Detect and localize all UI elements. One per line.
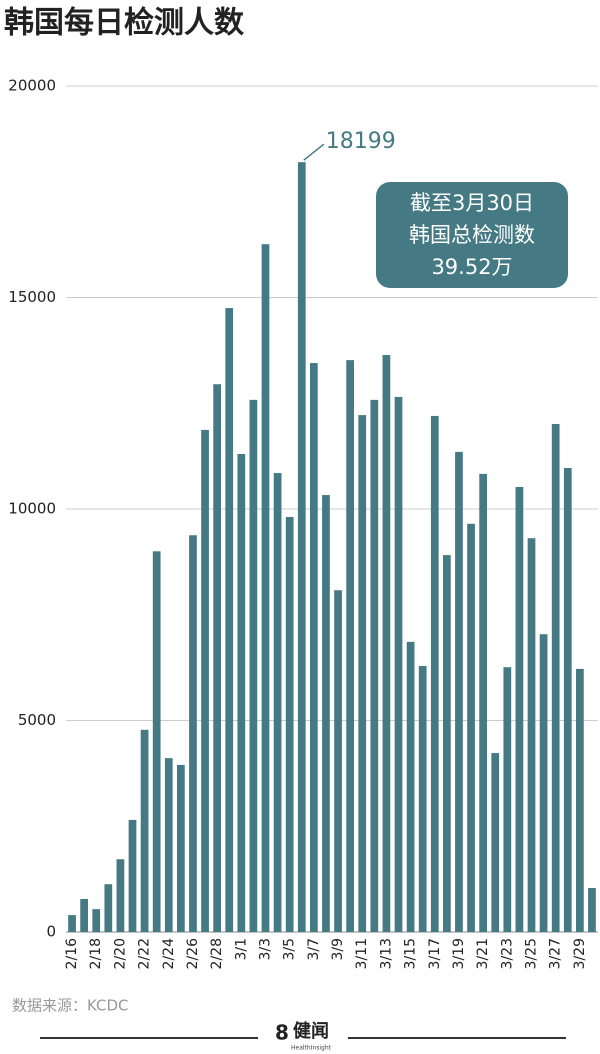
bar: [588, 888, 596, 932]
bar: [430, 415, 439, 932]
bar: [527, 538, 536, 932]
annotation: 截至3月30日: [410, 191, 534, 215]
bar: [176, 764, 185, 932]
bar: [382, 355, 391, 932]
bar: [394, 396, 403, 932]
x-tick-label: 2/26: [185, 938, 201, 970]
bar: [418, 665, 427, 932]
bar: [322, 495, 330, 932]
x-tick-label: 3/17: [427, 938, 443, 969]
y-tick-label: 20000: [8, 77, 56, 95]
bar: [575, 668, 584, 932]
y-tick-label: 5000: [18, 711, 56, 729]
bar: [442, 555, 451, 932]
bar: [261, 244, 270, 932]
x-tick-label: 3/11: [354, 938, 370, 969]
y-tick-label: 0: [46, 923, 56, 941]
x-tick-label: 3/7: [306, 938, 322, 961]
x-tick-label: 3/25: [524, 938, 540, 969]
x-tick-label: 3/19: [451, 938, 467, 969]
x-tick-label: 2/18: [88, 938, 104, 969]
x-tick-label: 3/3: [258, 938, 274, 961]
bar: [491, 753, 500, 932]
x-tick-label: 3/5: [282, 938, 298, 961]
bar: [309, 363, 318, 932]
bar: [92, 909, 101, 932]
bar: [479, 473, 488, 932]
bar: [346, 360, 355, 932]
logo-name: 健闻: [293, 1020, 329, 1042]
bar: [213, 384, 222, 933]
x-tick-label: 3/27: [548, 938, 564, 969]
annotation: 韩国总检测数: [409, 223, 535, 247]
bar: [503, 667, 512, 932]
bar: [551, 423, 560, 932]
bar: [237, 454, 246, 932]
x-tick-label: 3/15: [403, 938, 419, 969]
bar: [140, 729, 149, 932]
bar: [201, 429, 209, 932]
bar: [334, 590, 342, 932]
annotation-box: [376, 182, 568, 288]
bar: [104, 884, 113, 932]
x-tick-label: 2/16: [64, 938, 80, 970]
bar: [249, 399, 258, 933]
bar: [455, 451, 463, 932]
bar: [164, 758, 173, 932]
bar: [563, 467, 572, 932]
x-tick-label: 3/13: [378, 938, 394, 969]
bar: [152, 551, 161, 932]
leader-line: [303, 143, 325, 161]
y-tick-label: 15000: [8, 288, 56, 306]
x-tick-label: 3/23: [499, 938, 515, 969]
x-tick-label: 2/28: [209, 938, 225, 969]
x-tick-label: 3/29: [572, 938, 588, 969]
x-tick-label: 3/1: [233, 938, 249, 961]
bar: [297, 162, 306, 932]
x-tick-label: 3/21: [475, 938, 491, 969]
bar: [467, 523, 475, 932]
bar: [116, 859, 125, 932]
x-tick-label: 2/20: [112, 938, 128, 969]
chart-title: 韩国每日检测人数: [4, 6, 245, 41]
source: 数据来源：KCDC: [12, 997, 129, 1015]
bar: [406, 641, 415, 932]
bar: [128, 819, 137, 932]
bar: [80, 899, 89, 932]
bar: [285, 517, 294, 932]
bar: [68, 915, 76, 932]
bar: [515, 487, 524, 932]
x-tick-label: 2/22: [137, 938, 153, 969]
bar: [370, 399, 379, 933]
x-tick-label: 3/9: [330, 938, 346, 961]
x-tick-label: 2/24: [161, 938, 177, 970]
logo-mark: 8: [275, 1021, 289, 1045]
bar: [189, 535, 197, 932]
logo-sub: HealthInsight: [291, 1045, 332, 1052]
bar: [273, 473, 282, 932]
y-tick-label: 10000: [8, 500, 56, 518]
bar: [225, 308, 234, 932]
annotation: 39.52万: [431, 255, 512, 279]
bar: [358, 415, 367, 932]
bar: [539, 634, 548, 932]
value-label: 18199: [326, 129, 396, 154]
